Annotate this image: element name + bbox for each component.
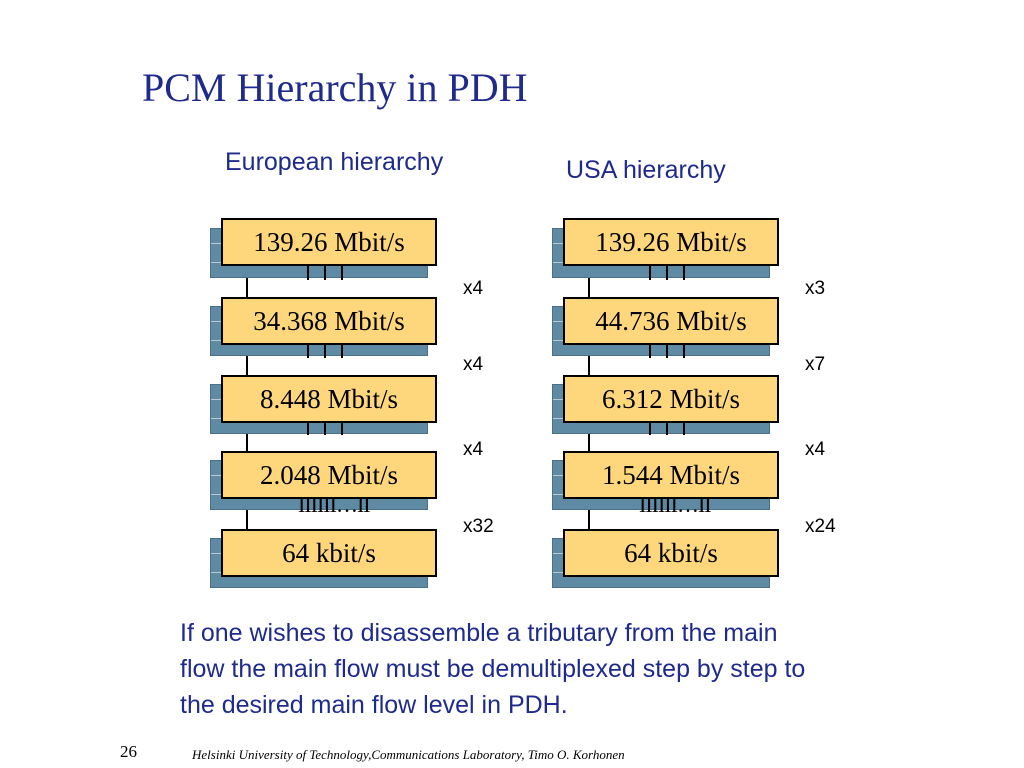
usa-heading: USA hierarchy	[566, 156, 726, 184]
tick	[666, 344, 668, 358]
tick	[341, 344, 343, 358]
european-multiplier-4: x32	[463, 516, 494, 537]
european-level-4-box: 2.048 Mbit/s	[221, 451, 437, 499]
note-line: flow the main flow must be demultiplexed…	[180, 655, 806, 683]
tick	[341, 421, 343, 435]
note-line: the desired main flow level in PDH.	[180, 691, 568, 719]
usa-level-5-box: 64 kbit/s	[563, 529, 779, 577]
european-level-5-box: 64 kbit/s	[221, 529, 437, 577]
note-line: If one wishes to disassemble a tributary…	[180, 619, 778, 647]
tick	[324, 421, 326, 435]
european-level-2-box: 34.368 Mbit/s	[221, 297, 437, 345]
usa-level-2-box: 44.736 Mbit/s	[563, 297, 779, 345]
european-multiplier-2: x4	[463, 354, 484, 375]
tick	[307, 266, 309, 280]
footer-credit: Helsinki University of Technology,Commun…	[192, 747, 625, 762]
tick	[307, 344, 309, 358]
european-level-3-box: 8.448 Mbit/s	[221, 375, 437, 423]
tick	[324, 266, 326, 280]
usa-level-4-box: 1.544 Mbit/s	[563, 451, 779, 499]
tick	[683, 344, 685, 358]
page-title: PCM Hierarchy in PDH	[142, 65, 528, 110]
tick	[341, 266, 343, 280]
usa-level-3-box: 6.312 Mbit/s	[563, 375, 779, 423]
tick	[324, 344, 326, 358]
european-multiplier-1: x4	[463, 278, 484, 299]
tick	[649, 344, 651, 358]
usa-tributary-ticks: IIIIII…II	[639, 492, 712, 517]
tick	[649, 421, 651, 435]
european-level-1-box: 139.26 Mbit/s	[221, 218, 437, 266]
tick	[307, 421, 309, 435]
european-multiplier-3: x4	[463, 439, 484, 460]
tick	[666, 421, 668, 435]
european-heading: European hierarchy	[225, 148, 444, 176]
explanation-text: If one wishes to disassemble a tributary…	[180, 615, 980, 723]
usa-level-1-box: 139.26 Mbit/s	[563, 218, 779, 266]
page-number: 26	[120, 742, 137, 761]
tick	[683, 266, 685, 280]
usa-multiplier-4: x24	[805, 516, 836, 537]
tick	[683, 421, 685, 435]
usa-multiplier-1: x3	[805, 278, 826, 299]
european-tributary-ticks: IIIIII…II	[298, 492, 371, 517]
usa-multiplier-3: x4	[805, 439, 826, 460]
usa-multiplier-2: x7	[805, 354, 826, 375]
tick	[666, 266, 668, 280]
tick	[649, 266, 651, 280]
